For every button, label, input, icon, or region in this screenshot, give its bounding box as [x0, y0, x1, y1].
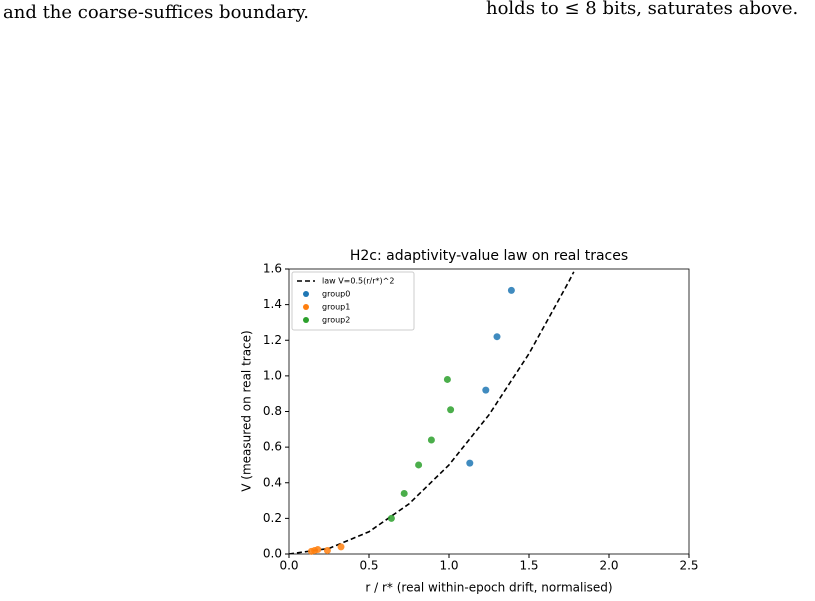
data-point — [447, 406, 455, 414]
chart-title: H2c: adaptivity-value law on real traces — [350, 248, 628, 264]
body-text: holds to ≤ 8 bits, saturates above. — [486, 0, 798, 19]
x-tick-label: 1.5 — [519, 559, 538, 573]
legend-swatch — [303, 291, 309, 297]
y-tick-label: 1.4 — [263, 297, 282, 311]
legend-box — [291, 271, 415, 331]
data-point — [443, 375, 451, 383]
data-point — [493, 333, 501, 341]
data-point — [507, 286, 515, 294]
legend-swatch — [303, 304, 309, 310]
legend-label: group1 — [322, 303, 350, 312]
data-point — [323, 546, 331, 554]
data-point — [314, 546, 322, 554]
legend-label: law V=0.5(r/r*)^2 — [322, 277, 394, 286]
y-tick-label: 0.0 — [263, 547, 282, 561]
y-tick-label: 1.6 — [263, 262, 282, 276]
y-tick-label: 0.6 — [263, 440, 282, 454]
x-tick-label: 0.0 — [279, 559, 298, 573]
body-text: and the coarse-suffices boundary. — [3, 2, 309, 23]
data-point — [415, 461, 423, 469]
data-point — [482, 386, 490, 394]
data-point — [427, 436, 435, 444]
law-curve — [289, 271, 575, 554]
y-tick-label: 1.2 — [263, 333, 282, 347]
legend-label: group0 — [322, 290, 350, 299]
data-point — [337, 543, 345, 551]
y-tick-label: 0.2 — [263, 511, 282, 525]
y-tick-label: 1.0 — [263, 368, 282, 382]
y-tick-label: 0.8 — [263, 404, 282, 418]
legend-swatch — [303, 317, 309, 323]
x-tick-label: 2.5 — [679, 559, 698, 573]
x-tick-label: 0.5 — [359, 559, 378, 573]
y-axis-label: V (measured on real trace) — [240, 330, 254, 491]
data-point — [466, 459, 474, 467]
legend-label: group2 — [322, 316, 350, 325]
data-point — [387, 514, 395, 522]
data-point — [400, 489, 408, 497]
y-tick-label: 0.4 — [263, 475, 282, 489]
x-tick-label: 2.0 — [599, 559, 618, 573]
x-axis-label: r / r* (real within-epoch drift, normali… — [365, 581, 612, 595]
x-tick-label: 1.0 — [439, 559, 458, 573]
